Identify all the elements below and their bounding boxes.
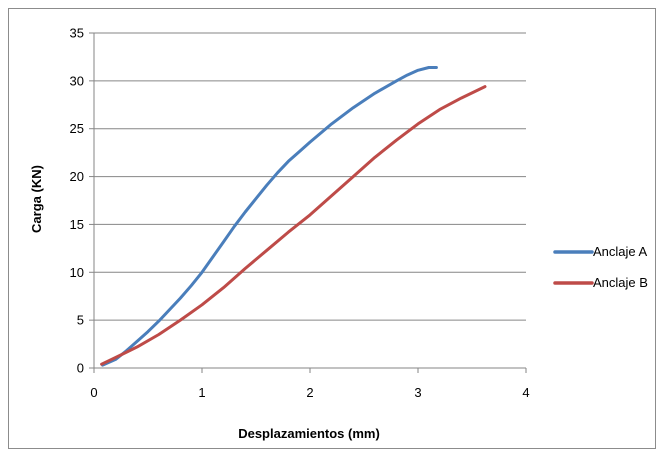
y-tick-label: 5 bbox=[77, 313, 84, 328]
y-tick-label: 35 bbox=[70, 26, 84, 41]
y-tick-label: 0 bbox=[77, 361, 84, 376]
x-tick-label: 3 bbox=[414, 385, 421, 400]
y-tick-label: 10 bbox=[70, 265, 84, 280]
axes bbox=[93, 33, 526, 369]
legend-label-anclaje-b: Anclaje B bbox=[593, 275, 648, 290]
x-tick-label: 4 bbox=[522, 385, 529, 400]
y-tick-label: 30 bbox=[70, 73, 84, 88]
legend-label-anclaje-a: Anclaje A bbox=[593, 244, 648, 259]
x-axis-ticks: 0 1 2 3 4 bbox=[90, 368, 530, 400]
x-axis-title: Desplazamientos (mm) bbox=[238, 426, 380, 441]
legend: Anclaje A Anclaje B bbox=[553, 244, 648, 290]
series-lines bbox=[100, 66, 487, 367]
y-axis-ticks: 0 5 10 15 20 25 30 35 bbox=[70, 26, 94, 376]
y-tick-label: 25 bbox=[70, 121, 84, 136]
x-tick-label: 1 bbox=[198, 385, 205, 400]
series-line-anclaje-a bbox=[101, 66, 438, 367]
x-tick-label: 0 bbox=[90, 385, 97, 400]
series-line-anclaje-b bbox=[100, 85, 487, 366]
y-tick-label: 15 bbox=[70, 217, 84, 232]
gridlines bbox=[94, 32, 526, 369]
y-tick-label: 20 bbox=[70, 169, 84, 184]
chart-area bbox=[8, 8, 656, 449]
y-axis-title: Carga (KN) bbox=[29, 165, 44, 233]
x-tick-label: 2 bbox=[306, 385, 313, 400]
